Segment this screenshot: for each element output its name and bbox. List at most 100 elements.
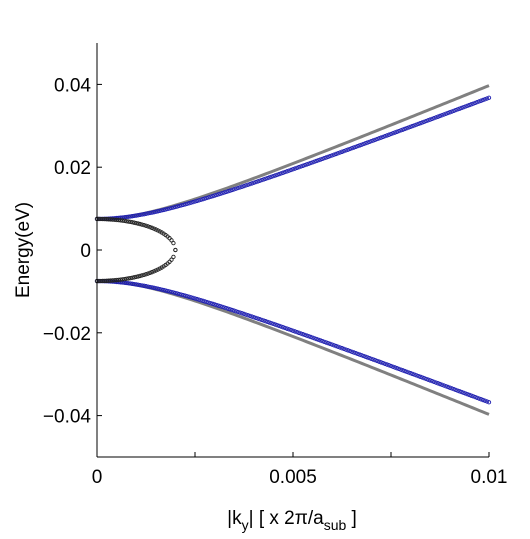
series-1-upper-point: [228, 188, 233, 193]
series-1-upper-point: [463, 104, 468, 109]
series-1-lower-point: [333, 343, 339, 349]
series-1-lower-point: [188, 295, 194, 300]
x-tick-label-2: 0.005: [269, 467, 317, 488]
series-1-upper-point: [428, 117, 433, 122]
series-1-lower-point: [126, 281, 131, 286]
series-1-lower-point: [357, 352, 362, 357]
series-1-lower-point: [404, 369, 409, 374]
series-1-lower-point: [263, 319, 268, 324]
series-1-upper-point: [181, 202, 186, 207]
series-1-lower-point: [410, 371, 415, 377]
series-1-lower-point: [147, 284, 153, 290]
series-1-lower-point: [173, 290, 178, 296]
series-1-lower-point: [447, 385, 452, 390]
series-1-lower-point: [183, 293, 188, 298]
series-1-lower-point: [179, 292, 184, 297]
series-1-upper-point: [369, 138, 374, 144]
series-1-lower-point: [351, 350, 356, 355]
series-1-upper-point: [269, 174, 274, 179]
series-2-lower-point: [149, 270, 155, 275]
series-1-lower-point: [206, 300, 211, 305]
series-1-upper-point: [371, 138, 376, 143]
series-2-lower-point: [136, 274, 141, 279]
series-1-lower-point: [335, 344, 341, 349]
series-1-lower-point: [302, 332, 307, 338]
series-1-upper-point: [343, 148, 349, 153]
series-1-lower-point: [473, 394, 478, 400]
series-1-lower-point: [228, 307, 233, 312]
series-1-lower-point: [296, 330, 302, 335]
series-1-upper-point: [324, 155, 329, 160]
x-tick-label-4: 0.01: [471, 467, 508, 488]
series-1-upper-point: [396, 128, 401, 134]
series-1-lower-point: [486, 400, 492, 405]
series-1-upper-point: [357, 143, 362, 148]
series-1-lower-point: [220, 304, 225, 310]
series-1-upper-point: [441, 112, 447, 117]
series-1-lower-point: [218, 304, 223, 309]
series-1-lower-point: [328, 341, 333, 347]
series-1-upper-point: [171, 205, 176, 210]
series-2-upper-point: [108, 217, 113, 222]
series-1-lower-point: [232, 308, 237, 313]
series-2-lower-point: [100, 278, 106, 284]
series-1-lower-point: [128, 281, 133, 286]
series-1-upper-point: [277, 171, 282, 177]
axes-layer: [96, 43, 489, 458]
series-1-upper-point: [416, 121, 421, 127]
series-1-upper-point: [271, 173, 276, 179]
series-1-lower-point: [161, 287, 166, 293]
series-2-upper-point: [118, 218, 123, 223]
series-1-upper-point: [414, 122, 419, 127]
series-1-lower-point: [298, 331, 303, 336]
series-1-upper-point: [136, 213, 141, 218]
series-1-upper-point: [390, 131, 396, 136]
series-1-lower-point: [165, 288, 170, 294]
series-1-lower-point: [312, 336, 317, 341]
series-1-lower-point: [408, 371, 413, 376]
series-1-lower-point: [130, 281, 135, 286]
series-1-upper-point: [235, 185, 241, 191]
series-1-lower-point: [230, 307, 235, 313]
series-2-upper-point: [128, 219, 133, 225]
series-1-upper-point: [234, 186, 239, 191]
series-1-lower-point: [382, 361, 388, 367]
series-1-upper-point: [365, 140, 370, 145]
series-1-lower-point: [216, 303, 221, 308]
series-1-lower-point: [141, 283, 147, 288]
series-1-upper-point: [459, 105, 464, 111]
series-1-lower-point: [477, 396, 482, 401]
series-1-upper-point: [418, 121, 423, 126]
series-1-upper-point: [286, 168, 292, 173]
series-1-lower-point: [181, 293, 186, 298]
series-1-upper-point: [157, 208, 162, 214]
series-1-lower-point: [283, 325, 288, 331]
series-1-upper-point: [480, 97, 486, 103]
series-2-upper-point: [124, 219, 129, 224]
series-1-lower-point: [241, 311, 247, 317]
series-1-lower-point: [222, 305, 227, 310]
series-1-lower-point: [247, 313, 253, 319]
series-1-lower-point: [137, 282, 143, 288]
series-1-lower-point: [433, 380, 439, 385]
series-1-lower-point: [194, 296, 200, 302]
series-1-lower-point: [239, 311, 245, 316]
series-1-lower-point: [443, 384, 449, 389]
series-1-upper-point: [194, 198, 200, 204]
series-1-lower-point: [359, 353, 364, 358]
series-1-upper-point: [298, 164, 303, 169]
series-1-upper-point: [288, 167, 294, 173]
series-2-lower-point: [130, 275, 135, 280]
series-1-upper-point: [465, 103, 470, 108]
series-1-upper-point: [333, 151, 339, 157]
series-1-upper-point: [316, 158, 321, 163]
series-1-lower-point: [467, 392, 472, 398]
series-1-lower-point: [190, 295, 196, 301]
series-1-upper-point: [386, 132, 392, 137]
series-1-lower-point: [286, 327, 292, 332]
series-1-upper-point: [206, 195, 211, 200]
series-1-lower-point: [249, 314, 254, 319]
series-1-lower-point: [398, 367, 403, 372]
series-1-upper-point: [451, 108, 456, 114]
